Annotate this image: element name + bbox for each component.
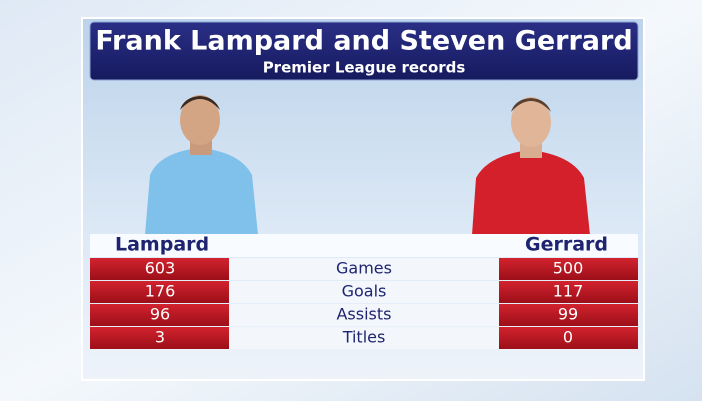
right-cell	[499, 258, 638, 280]
right-value: 99	[558, 305, 578, 324]
right-cell	[499, 304, 638, 326]
title: Frank Lampard and Steven Gerrard	[95, 26, 632, 57]
row-label: Titles	[342, 328, 386, 347]
left-cell	[90, 281, 229, 303]
left-value: 3	[155, 328, 165, 347]
left-player-photo	[145, 95, 258, 235]
right-cell	[499, 327, 638, 349]
row-middle	[229, 327, 499, 349]
left-value: 176	[145, 282, 176, 301]
subtitle: Premier League records	[263, 59, 466, 77]
stats-table: 603 Games 500 176 Goals 117 96 Assists 99 3 Titles…	[90, 258, 638, 349]
row-middle	[229, 304, 499, 326]
left-cell	[90, 304, 229, 326]
left-value: 96	[150, 305, 170, 324]
left-cell	[90, 327, 229, 349]
right-value: 0	[563, 328, 573, 347]
row-middle	[229, 281, 499, 303]
row-middle	[229, 258, 499, 280]
right-player-photo	[472, 97, 590, 235]
row-label: Assists	[336, 305, 391, 324]
title-bar	[89, 21, 639, 81]
names-bar	[90, 234, 638, 257]
right-value: 117	[553, 282, 584, 301]
row-label: Games	[336, 259, 392, 278]
right-cell	[499, 281, 638, 303]
left-cell	[90, 258, 229, 280]
left-value: 603	[145, 259, 176, 278]
right-value: 500	[553, 259, 584, 278]
row-label: Goals	[342, 282, 387, 301]
right-name: Gerrard	[525, 234, 608, 256]
left-name: Lampard	[115, 234, 209, 256]
